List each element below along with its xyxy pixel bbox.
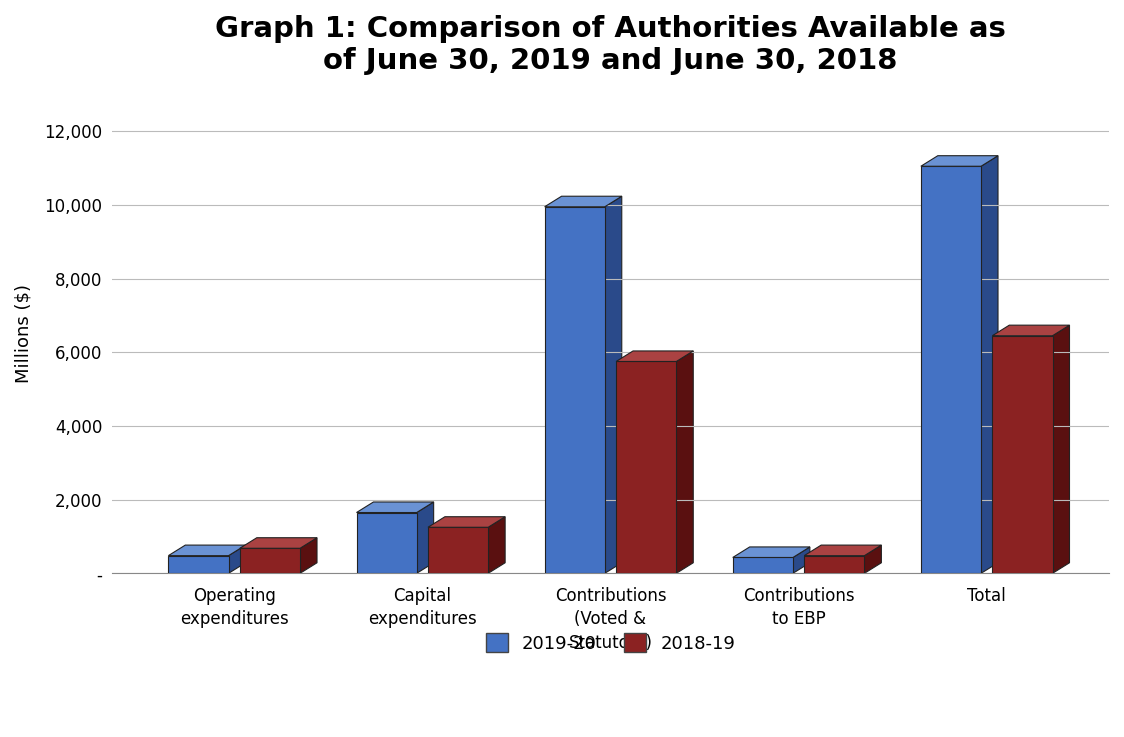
Polygon shape [428,517,505,527]
Polygon shape [239,538,317,548]
Bar [992,335,1052,573]
Polygon shape [545,196,622,207]
Polygon shape [488,517,505,573]
Polygon shape [805,545,881,556]
Bar [733,557,792,573]
Polygon shape [992,325,1070,335]
Bar [805,556,864,573]
Polygon shape [1052,325,1070,573]
Bar [921,167,981,573]
Polygon shape [605,196,622,573]
Polygon shape [228,545,245,573]
Polygon shape [864,545,881,573]
Polygon shape [616,351,694,361]
Polygon shape [733,547,810,557]
Bar [428,527,488,573]
Title: Graph 1: Comparison of Authorities Available as
of June 30, 2019 and June 30, 20: Graph 1: Comparison of Authorities Avail… [215,15,1006,75]
Polygon shape [677,351,694,573]
Bar [356,512,417,573]
Polygon shape [792,547,810,573]
Polygon shape [356,502,434,512]
Bar [239,548,300,573]
Bar [169,556,228,573]
Polygon shape [921,156,998,167]
Polygon shape [169,545,245,556]
Legend: 2019-20, 2018-19: 2019-20, 2018-19 [479,626,742,660]
Y-axis label: Millions ($): Millions ($) [15,284,33,383]
Polygon shape [981,156,998,573]
Polygon shape [300,538,317,573]
Bar [545,207,605,573]
Bar [616,361,677,573]
Polygon shape [417,502,434,573]
